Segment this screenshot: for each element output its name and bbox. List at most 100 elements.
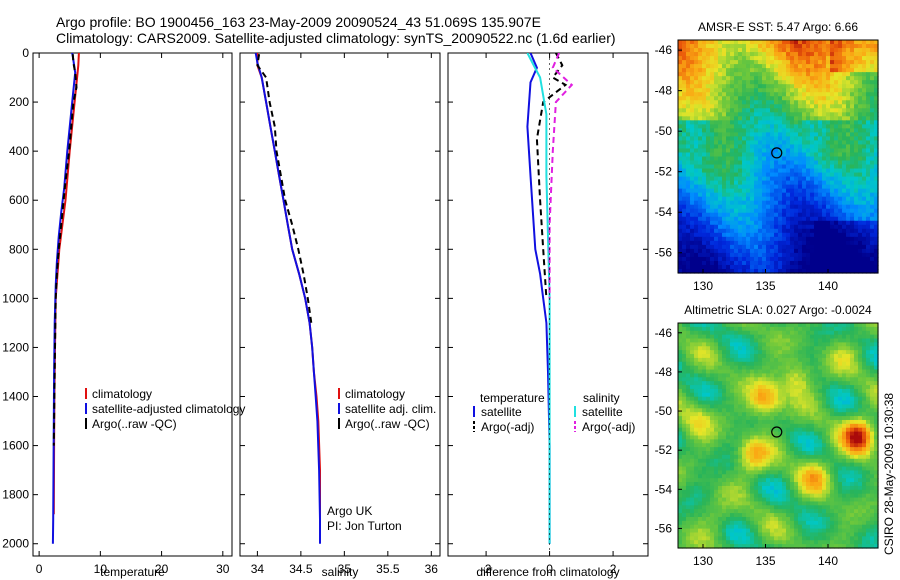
sst-cell	[814, 132, 819, 138]
sst-cell	[730, 184, 735, 190]
sst-cell	[826, 100, 831, 105]
sst-cell	[782, 40, 787, 45]
sst-cell	[778, 80, 783, 85]
sst-cell	[770, 268, 775, 274]
sst-cell	[742, 48, 747, 53]
sst-cell	[786, 136, 791, 142]
sst-cell	[698, 64, 703, 69]
sst-cell	[778, 220, 783, 226]
sla-cell	[686, 361, 691, 367]
sst-cell	[850, 256, 855, 262]
sst-cell	[766, 108, 771, 113]
sst-cell	[794, 236, 799, 242]
sst-cell	[702, 176, 707, 182]
sst-cell	[702, 60, 707, 65]
sla-cell	[826, 338, 831, 343]
sla-cell	[710, 385, 715, 390]
sla-cell	[838, 416, 843, 421]
sla-cell	[714, 357, 719, 363]
sla-cell	[750, 439, 755, 444]
sst-cell	[706, 188, 711, 194]
sla-cell	[862, 392, 867, 398]
sst-cell	[746, 168, 751, 174]
sla-cell	[682, 404, 687, 409]
sst-cell	[698, 88, 703, 93]
sla-cell	[722, 334, 727, 340]
sst-cell	[826, 152, 831, 158]
sla-cell	[726, 369, 731, 375]
sla-cell	[782, 451, 787, 456]
sst-cell	[838, 220, 843, 226]
sst-cell	[862, 68, 867, 73]
sst-cell	[830, 188, 835, 194]
sst-cell	[830, 200, 835, 206]
sst-cell	[790, 124, 795, 129]
sla-cell	[846, 423, 851, 429]
sst-cell	[778, 256, 783, 262]
sst-cell	[730, 72, 735, 77]
sst-cell	[718, 132, 723, 138]
sst-cell	[858, 236, 863, 242]
sst-cell	[830, 72, 835, 77]
sst-cell	[734, 260, 739, 266]
sst-cell	[802, 56, 807, 61]
sst-cell	[830, 92, 835, 97]
sla-cell	[822, 412, 827, 417]
sla-cell	[742, 342, 747, 347]
sla-cell	[862, 330, 867, 336]
sla-cell	[802, 365, 807, 371]
sst-cell	[730, 244, 735, 250]
sst-cell	[802, 68, 807, 73]
sst-cell	[770, 132, 775, 138]
sla-cell	[762, 443, 767, 448]
sst-cell	[866, 52, 871, 57]
sla-cell	[702, 454, 707, 460]
sst-cell	[854, 260, 859, 266]
sst-cell	[726, 96, 731, 101]
sst-cell	[818, 196, 823, 202]
sst-cell	[786, 92, 791, 97]
sst-cell	[838, 144, 843, 150]
sst-cell	[790, 180, 795, 186]
sla-cell	[702, 396, 707, 402]
sst-cell	[806, 208, 811, 214]
sst-cell	[682, 144, 687, 150]
sla-cell	[850, 342, 855, 347]
sla-cell	[806, 388, 811, 394]
sla-cell	[830, 404, 835, 409]
sla-cell	[790, 385, 795, 390]
sst-cell	[822, 232, 827, 238]
sst-cell	[774, 184, 779, 190]
sst-cell	[710, 244, 715, 250]
sla-cell	[702, 326, 707, 332]
sst-cell	[814, 176, 819, 182]
sla-cell	[778, 451, 783, 456]
sst-cell	[766, 88, 771, 93]
sst-cell	[690, 260, 695, 266]
sla-cell	[770, 443, 775, 448]
sst-cell	[758, 228, 763, 234]
sst-cell	[678, 120, 683, 125]
sla-cell	[706, 323, 711, 328]
sla-cell	[790, 330, 795, 336]
sla-cell	[758, 385, 763, 390]
sst-cell	[802, 172, 807, 178]
sst-cell	[682, 208, 687, 214]
sst-cell	[818, 264, 823, 270]
sst-cell	[742, 92, 747, 97]
sla-cell	[838, 381, 843, 386]
sst-cell	[846, 152, 851, 158]
sla-cell	[762, 330, 767, 336]
sla-cell	[694, 435, 699, 440]
sla-cell	[690, 408, 695, 413]
sla-cell	[838, 454, 843, 460]
sst-cell	[810, 156, 815, 162]
sla-cell	[722, 439, 727, 444]
sla-cell	[738, 458, 743, 464]
sst-cell	[794, 40, 799, 45]
sst-cell	[758, 180, 763, 186]
sla-cell	[838, 369, 843, 375]
sla-cell	[826, 423, 831, 429]
sst-cell	[714, 80, 719, 85]
sst-cell	[734, 136, 739, 142]
